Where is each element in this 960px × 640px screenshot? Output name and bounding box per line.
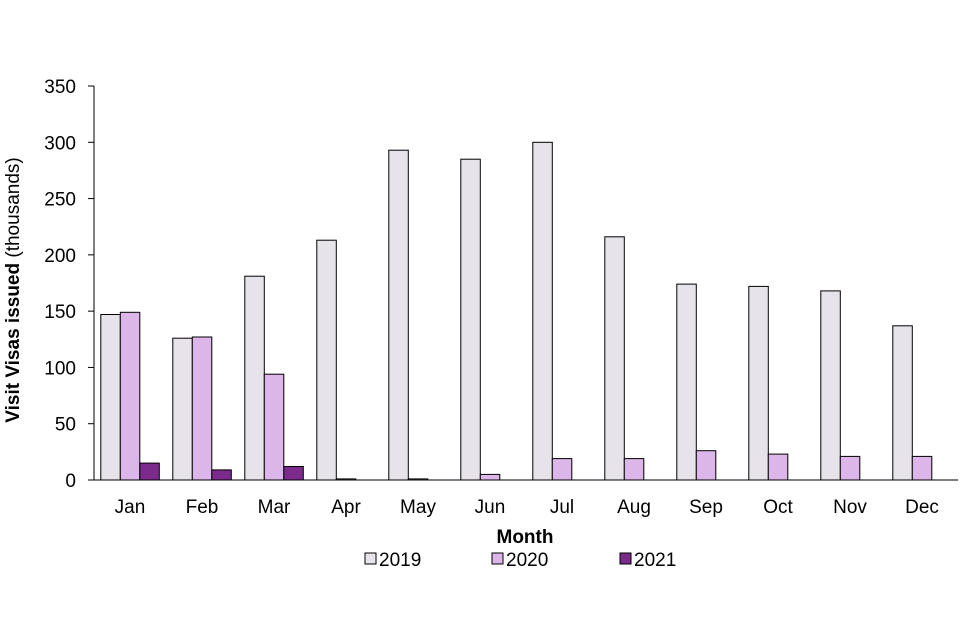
bar-2020-aug [623, 458, 645, 481]
x-tick-label-may: May [400, 497, 436, 518]
x-tick-label-mar: Mar [258, 497, 291, 518]
x-tick-label-feb: Feb [186, 497, 219, 518]
x-axis-title: Month [497, 527, 554, 548]
legend-label-2019: 2019 [379, 550, 421, 571]
y-tick-label: 250 [44, 190, 76, 211]
bar-2019-aug [604, 236, 625, 481]
y-tick-label: 350 [44, 77, 76, 98]
y-tick-label: 0 [65, 471, 76, 492]
x-axis: Jan Feb Mar Apr May Jun Jul Aug Sep Oct Nov Dec [94, 479, 958, 518]
bar-2019-jan [100, 314, 121, 481]
bar-2020-dec [911, 455, 933, 481]
bar-2019-sep [676, 283, 697, 481]
legend-label-2020: 2020 [506, 550, 548, 571]
bar-2021-mar [283, 466, 304, 481]
x-tick-label-oct: Oct [763, 497, 793, 518]
bar-2019-feb [172, 337, 193, 481]
y-axis-title-rest: (thousands) [3, 157, 24, 263]
x-tick-label-apr: Apr [331, 497, 361, 518]
bar-2020-nov [839, 455, 861, 481]
y-axis-title: Visit Visas issued (thousands) [3, 157, 24, 422]
x-tick-label-jan: Jan [115, 497, 146, 518]
x-tick-label-jun: Jun [475, 497, 506, 518]
x-tick-label-dec: Dec [905, 497, 939, 518]
legend-label-2021: 2021 [634, 550, 676, 571]
bar-2019-dec [892, 325, 913, 481]
y-tick-label: 150 [44, 302, 76, 323]
y-tick-label: 200 [44, 246, 76, 267]
bar-2020-oct [767, 453, 789, 481]
bar-2020-jun [479, 473, 501, 481]
x-tick-label-sep: Sep [689, 497, 723, 518]
bar-2019-may [388, 149, 409, 481]
bar-2020-sep [695, 450, 717, 481]
bar-2019-mar [244, 275, 265, 481]
bar-2019-jul [532, 141, 553, 481]
bar-2020-mar [263, 373, 285, 481]
bar-2019-jun [460, 158, 481, 481]
bar-2021-jan [139, 462, 160, 481]
bars [100, 141, 933, 481]
legend-swatch-2020 [491, 552, 504, 565]
bar-2020-jul [551, 458, 573, 481]
x-tick-label-nov: Nov [833, 497, 867, 518]
bar-2020-jan [119, 311, 141, 481]
bar-2021-feb [211, 469, 232, 481]
bar-2019-apr [316, 239, 337, 481]
y-axis: 0 50 100 150 200 250 300 350 [44, 77, 95, 492]
bar-2020-feb [191, 336, 213, 481]
legend-swatch-2021 [619, 552, 632, 565]
legend-swatch-2019 [364, 552, 377, 565]
y-tick-label: 300 [44, 133, 76, 154]
svg-text:Visit Visas issued (thousands): Visit Visas issued (thousands) [3, 157, 24, 422]
x-tick-label-aug: Aug [617, 497, 651, 518]
y-axis-title-bold: Visit Visas issued [3, 263, 24, 423]
bar-2019-nov [820, 290, 841, 481]
bar-2019-oct [748, 285, 769, 481]
y-tick-label: 50 [55, 415, 76, 436]
x-tick-label-jul: Jul [550, 497, 574, 518]
legend: 2019 2020 2021 [364, 550, 676, 571]
y-tick-label: 100 [44, 358, 76, 379]
